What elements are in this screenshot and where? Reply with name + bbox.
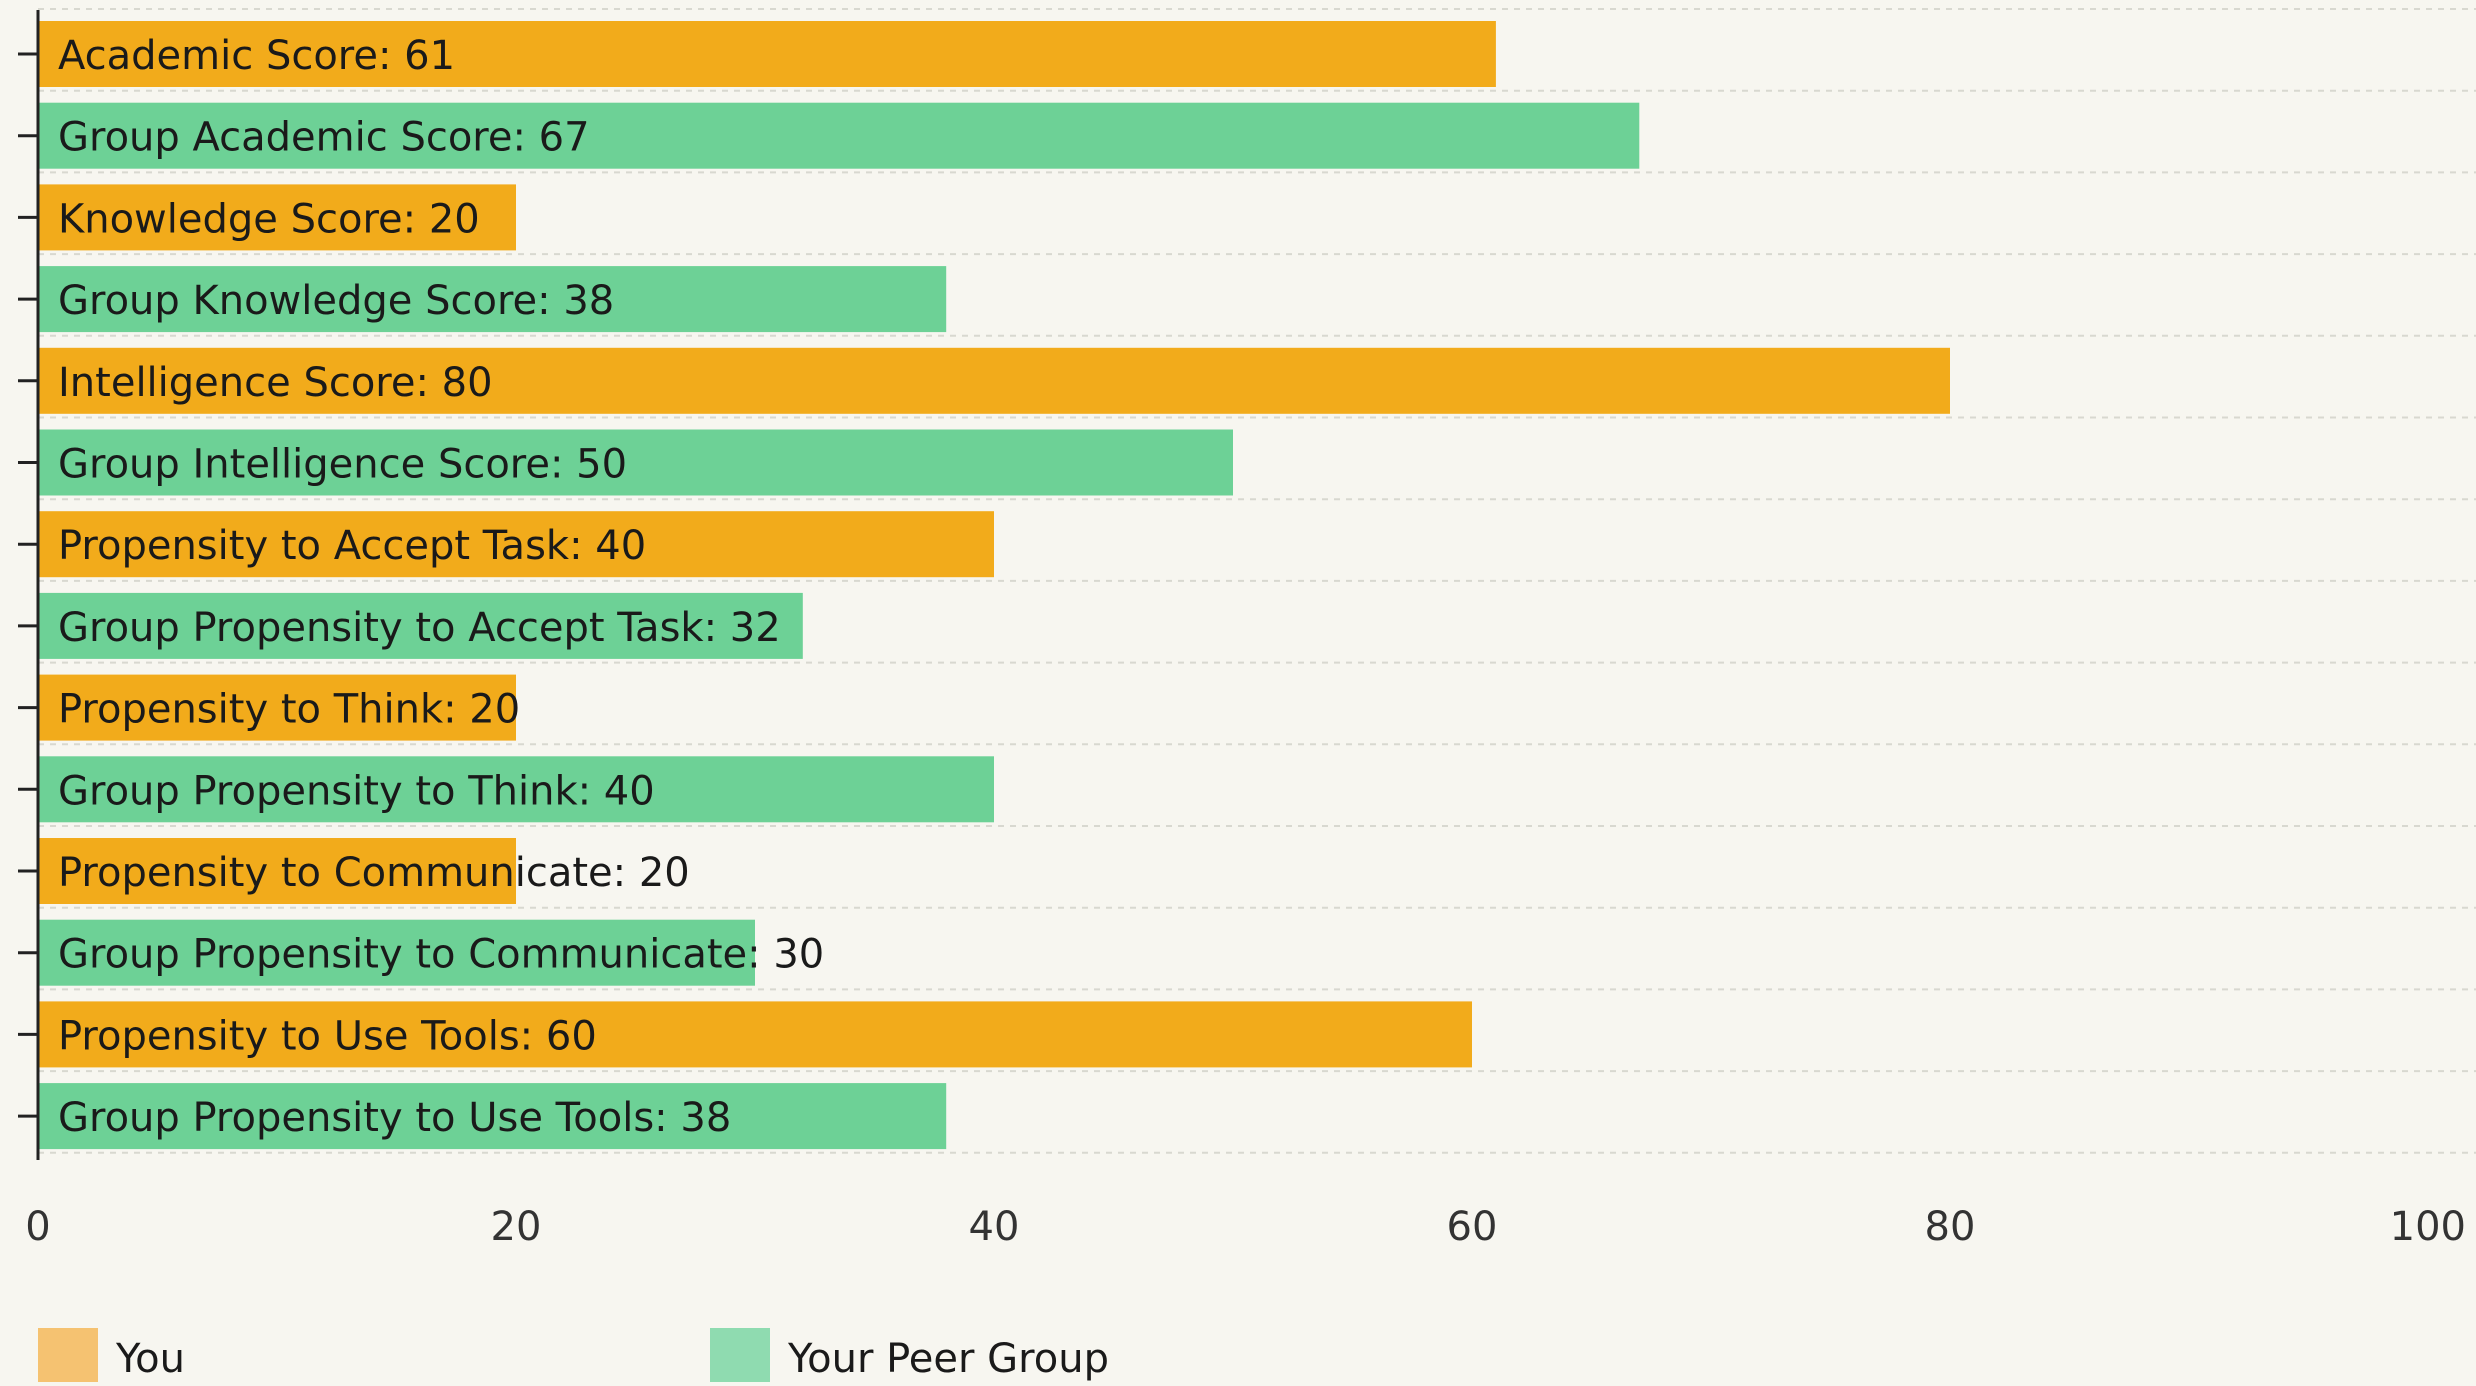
bar — [38, 184, 516, 251]
x-tick-label: 40 — [969, 1204, 1020, 1250]
bar — [38, 511, 994, 578]
bar-label: Group Propensity to Think: 40 — [58, 768, 655, 814]
bar — [38, 1083, 947, 1150]
bar-label: Propensity to Think: 20 — [58, 687, 520, 733]
legend-label: Your Peer Group — [787, 1336, 1109, 1382]
x-tick-label: 20 — [491, 1204, 542, 1250]
bar — [38, 838, 516, 904]
bar-label: Academic Score: 61 — [58, 33, 455, 79]
bar — [38, 21, 1496, 87]
bar-label: Group Intelligence Score: 50 — [58, 442, 627, 488]
bar-label: Group Propensity to Communicate: 30 — [58, 932, 824, 978]
legend-label: You — [115, 1336, 185, 1382]
bar — [38, 1001, 1472, 1068]
bar — [38, 756, 994, 823]
x-tick-label: 0 — [25, 1204, 50, 1250]
bar — [38, 592, 803, 659]
axis-layer: 0 20 40 60 80 100 — [18, 10, 2466, 1250]
bar — [38, 102, 1640, 169]
bar-label: Propensity to Communicate: 20 — [58, 850, 690, 896]
bar-label: Group Propensity to Use Tools: 38 — [58, 1095, 731, 1141]
bar-label: Knowledge Score: 20 — [58, 196, 480, 242]
x-tick-label: 60 — [1447, 1204, 1498, 1250]
legend: You Your Peer Group — [38, 1328, 1109, 1382]
bar-layer: Academic Score: 61 Group Academic Score: … — [38, 21, 1950, 1150]
legend-swatch — [710, 1328, 770, 1382]
bar-label: Propensity to Accept Task: 40 — [58, 523, 646, 569]
bar-label: Group Academic Score: 67 — [58, 115, 590, 161]
bar-label: Intelligence Score: 80 — [58, 360, 493, 406]
grid-layer — [38, 8, 2476, 1154]
bar-label: Group Propensity to Accept Task: 32 — [58, 605, 781, 651]
x-tick-label: 100 — [2390, 1204, 2466, 1250]
bar — [38, 347, 1950, 414]
x-tick-label: 80 — [1925, 1204, 1976, 1250]
bar-label: Propensity to Use Tools: 60 — [58, 1013, 597, 1059]
bar-label: Group Knowledge Score: 38 — [58, 278, 614, 324]
bar — [38, 919, 755, 986]
bar — [38, 266, 947, 333]
bar — [38, 429, 1233, 496]
bar — [38, 674, 516, 741]
legend-swatch — [38, 1328, 98, 1382]
